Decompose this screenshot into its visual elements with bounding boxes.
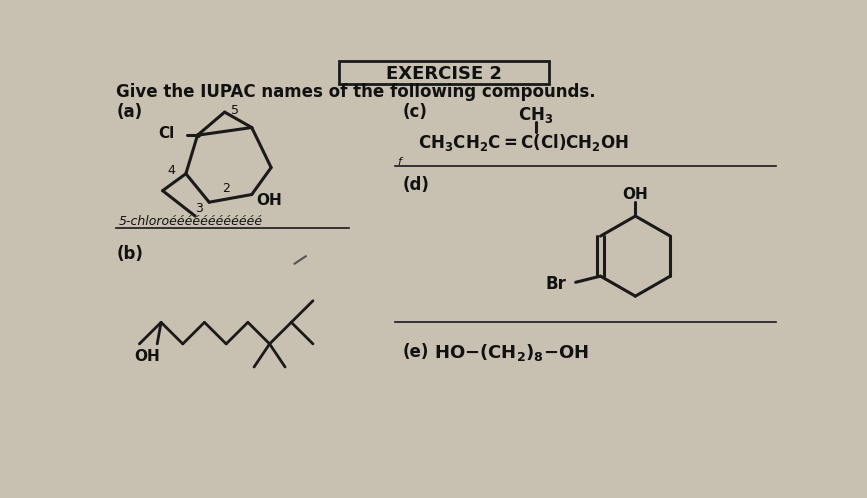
Text: (d): (d) xyxy=(403,175,430,194)
Text: EXERCISE 2: EXERCISE 2 xyxy=(386,65,502,83)
Text: (e): (e) xyxy=(403,343,429,362)
Text: Cl: Cl xyxy=(158,126,174,141)
Text: 5: 5 xyxy=(231,104,238,117)
FancyBboxPatch shape xyxy=(338,61,550,84)
Text: (b): (b) xyxy=(116,245,143,263)
Text: (a): (a) xyxy=(116,103,142,121)
Text: Give the IUPAC names of the following compounds.: Give the IUPAC names of the following co… xyxy=(116,83,596,101)
Text: 4: 4 xyxy=(167,164,175,177)
Text: $\mathregular{CH_3CH_2C{=}C(Cl)CH_2OH}$: $\mathregular{CH_3CH_2C{=}C(Cl)CH_2OH}$ xyxy=(419,132,629,153)
Text: 2: 2 xyxy=(222,182,230,195)
Text: (c): (c) xyxy=(403,103,427,121)
Text: $\mathregular{CH_3}$: $\mathregular{CH_3}$ xyxy=(518,105,554,125)
Text: OH: OH xyxy=(623,187,649,202)
Text: 3: 3 xyxy=(195,202,203,215)
Text: OH: OH xyxy=(257,193,282,208)
Text: Br: Br xyxy=(545,275,566,293)
Text: f: f xyxy=(397,157,401,167)
Text: $\mathregular{HO{-}(CH_2)_8{-}OH}$: $\mathregular{HO{-}(CH_2)_8{-}OH}$ xyxy=(434,342,589,363)
Text: OH: OH xyxy=(134,349,160,364)
Text: 5-chloroéééééééééééé: 5-chloroéééééééééééé xyxy=(120,215,264,228)
